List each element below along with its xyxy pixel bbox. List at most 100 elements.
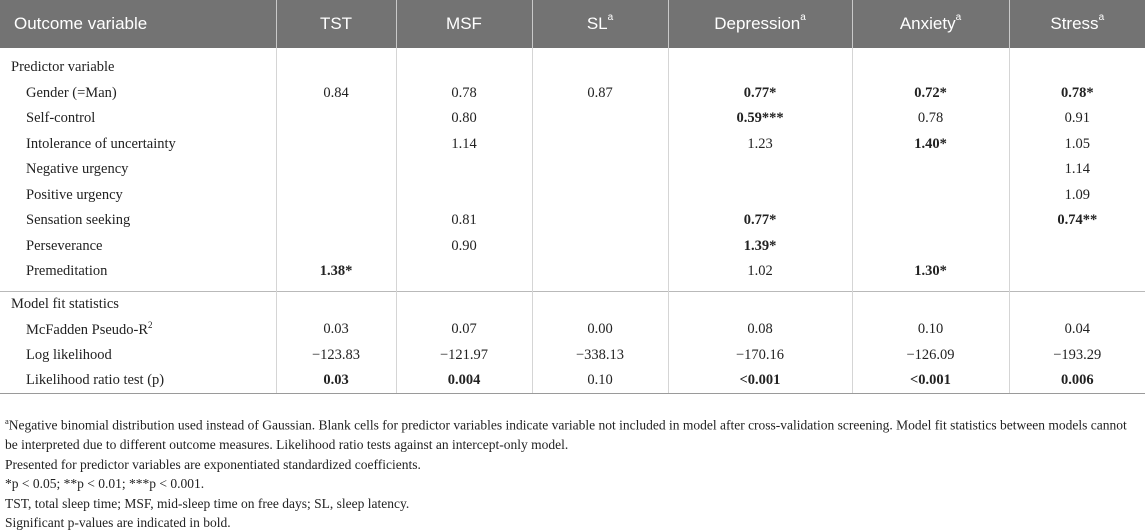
section-row-fit: Model fit statistics [0, 291, 1145, 317]
predictor-cell [276, 208, 397, 234]
predictor-cell: 1.14 [396, 131, 533, 157]
predictor-cell [668, 157, 853, 183]
predictor-cell [276, 182, 397, 208]
predictor-cell [532, 233, 669, 259]
results-table: Outcome variable TST MSF SLa Depressiona… [0, 0, 1145, 394]
predictor-cell: 1.38* [276, 259, 397, 285]
fit-row: Log likelihood −123.83 −121.97 −338.13 −170.… [0, 342, 1145, 368]
predictor-label: Positive urgency [0, 182, 277, 208]
predictor-cell: 0.84 [276, 80, 397, 106]
predictor-row: Self-control 0.80 0.59*** 0.78 0.91 [0, 106, 1145, 132]
predictor-cell: 0.77* [668, 80, 853, 106]
fit-cell: 0.10 [532, 368, 669, 394]
fit-cell: −170.16 [668, 342, 853, 368]
fit-cell: 0.03 [276, 368, 397, 394]
header-stress: Stressa [1009, 0, 1145, 48]
section-label-fit: Model fit statistics [0, 291, 277, 317]
predictor-cell [532, 131, 669, 157]
predictor-cell: 1.02 [668, 259, 853, 285]
predictor-cell: 0.78 [852, 106, 1010, 132]
section-label-predictors: Predictor variable [0, 55, 277, 81]
predictor-cell: 0.90 [396, 233, 533, 259]
header-sl: SLa [532, 0, 669, 48]
predictor-cell: 0.74** [1057, 212, 1098, 229]
predictor-cell [1009, 259, 1145, 285]
predictor-cell [1009, 234, 1145, 260]
fit-cell: <0.001 [852, 368, 1010, 394]
fit-cell: −126.09 [852, 342, 1010, 368]
fit-row: Likelihood ratio test (p) 0.03 0.004 0.10 <0… [0, 368, 1145, 394]
predictor-cell: 0.77* [668, 208, 853, 234]
predictor-label: Premeditation [0, 259, 277, 285]
predictor-cell: 1.09 [1064, 186, 1090, 203]
fit-cell: 0.00 [532, 317, 669, 343]
footnote-2: Presented for predictor variables are ex… [5, 456, 421, 472]
predictor-cell [852, 233, 1010, 259]
predictor-cell: 1.14 [1064, 161, 1090, 178]
footnote-3: *p < 0.05; **p < 0.01; ***p < 0.001. [5, 476, 205, 491]
predictor-row: Intolerance of uncertainty 1.14 1.23 1.40* 1… [0, 131, 1145, 157]
predictor-cell: 1.39* [668, 233, 853, 259]
predictor-cell [396, 182, 533, 208]
header-outcome-variable: Outcome variable [0, 0, 277, 48]
predictor-cell [532, 157, 669, 183]
predictor-row: Perseverance 0.90 1.39* [0, 233, 1145, 260]
predictor-cell: 1.23 [668, 131, 853, 157]
fit-label: Likelihood ratio test (p) [0, 368, 277, 394]
fit-cell: −121.97 [396, 342, 533, 368]
predictor-cell: 0.78* [1060, 84, 1094, 101]
predictor-row: Premeditation 1.38* 1.02 1.30* [0, 259, 1145, 285]
predictor-cell [396, 157, 533, 183]
predictor-cell: 1.05 [1064, 135, 1090, 152]
predictor-cell [396, 259, 533, 285]
predictor-cell [532, 182, 669, 208]
spacer-row [0, 48, 1145, 55]
table-footnotes: aNegative binomial distribution used ins… [5, 412, 1140, 531]
predictor-label: Self-control [0, 106, 277, 132]
fit-cell: <0.001 [668, 368, 853, 394]
footnote-5: Significant p-values are indicated in bo… [5, 515, 231, 530]
footnote-1: aNegative binomial distribution used ins… [5, 416, 1127, 452]
predictor-cell: 0.80 [396, 106, 533, 132]
fit-cell: 0.03 [276, 317, 397, 343]
fit-cell: 0.006 [1009, 368, 1145, 394]
predictor-cell [276, 106, 397, 132]
predictor-cell: 0.59*** [668, 106, 853, 132]
predictor-cell [668, 182, 853, 208]
predictor-cell: 1.30* [852, 259, 1010, 285]
spacer-row [0, 284, 1145, 292]
predictor-cell: 0.81 [396, 208, 533, 234]
predictor-row: Negative urgency 1.14 [0, 157, 1145, 183]
predictor-cell [532, 208, 669, 234]
section-row-predictors: Predictor variable [0, 55, 1145, 81]
fit-cell: −193.29 [1053, 346, 1102, 363]
predictor-cell: 0.91 [1064, 110, 1090, 127]
predictor-row: Gender (=Man) 0.84 0.78 0.87 0.77* 0.72* 0.78* [0, 80, 1145, 106]
table-body: Predictor variable Gender (=Man) 0.84 0.78… [0, 48, 1145, 394]
predictor-label: Sensation seeking [0, 208, 277, 234]
fit-cell: 0.004 [396, 368, 533, 394]
fit-cell: 0.07 [396, 317, 533, 343]
predictor-cell [532, 106, 669, 132]
footnote-4: TST, total sleep time; MSF, mid-sleep ti… [5, 495, 410, 511]
predictor-row: Positive urgency 1.09 [0, 182, 1145, 208]
predictor-cell: 0.87 [532, 80, 669, 106]
predictor-label: Intolerance of uncertainty [0, 131, 277, 157]
header-tst: TST [276, 0, 397, 48]
fit-cell: 0.10 [852, 317, 1010, 343]
fit-cell: −123.83 [276, 342, 397, 368]
predictor-cell [532, 259, 669, 285]
predictor-cell: 1.40* [852, 131, 1010, 157]
predictor-label: Perseverance [0, 233, 277, 259]
fit-cell: 0.04 [1064, 321, 1090, 338]
predictor-cell [276, 233, 397, 259]
predictor-cell [276, 157, 397, 183]
predictor-cell [852, 157, 1010, 183]
fit-cell: 0.08 [668, 317, 853, 343]
fit-label: McFadden Pseudo-R2 [0, 317, 277, 343]
header-depression: Depressiona [668, 0, 853, 48]
fit-cell: −338.13 [532, 342, 669, 368]
fit-row: McFadden Pseudo-R2 0.03 0.07 0.00 0.08 0.10 0.… [0, 317, 1145, 343]
fit-label: Log likelihood [0, 342, 277, 368]
